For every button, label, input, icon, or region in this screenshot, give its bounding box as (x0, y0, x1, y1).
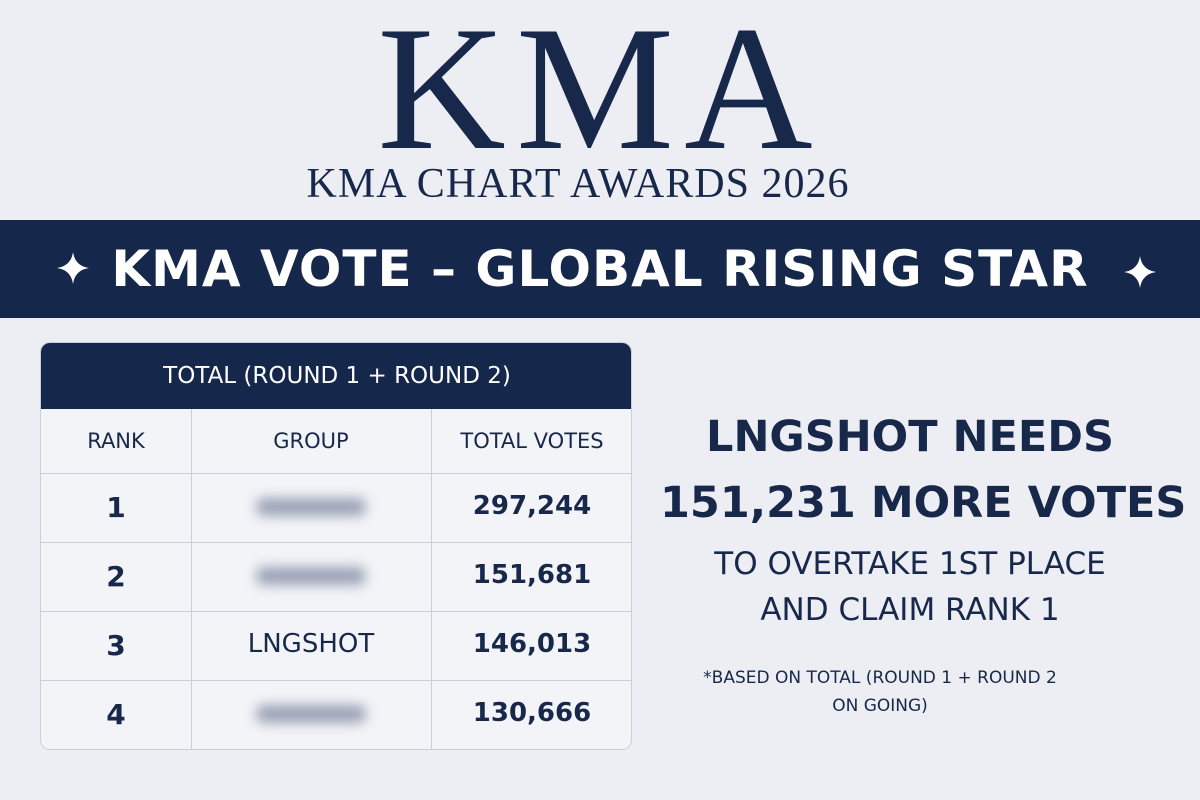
star-icon (1124, 256, 1156, 288)
rank: 4 (106, 698, 126, 731)
message-line: AND CLAIM RANK 1 (760, 592, 1060, 628)
vote-count: 151,681 (472, 560, 592, 590)
row-divider (41, 680, 631, 681)
blurred-name (256, 705, 366, 723)
footnote: ON GOING) (832, 696, 928, 716)
message-line: 151,231 MORE VOTES (660, 478, 1187, 528)
column-header: RANK (87, 429, 145, 453)
rank: 1 (106, 491, 126, 524)
column-divider (191, 409, 192, 749)
banner-title: KMA VOTE – GLOBAL RISING STAR (111, 240, 1089, 298)
rank: 2 (106, 560, 126, 593)
subtitle: KMA CHART AWARDS 2026 (306, 161, 850, 207)
table-title: TOTAL (ROUND 1 + ROUND 2) (163, 363, 511, 389)
footnote: *BASED ON TOTAL (ROUND 1 + ROUND 2 (703, 668, 1057, 688)
vote-count: 297,244 (472, 491, 592, 521)
logo: KMA (377, 0, 823, 187)
rank: 3 (106, 629, 126, 662)
vote-table: TOTAL (ROUND 1 + ROUND 2) RANK GROUP TOTAL… (40, 342, 632, 750)
star-icon (57, 252, 89, 284)
blurred-name (256, 498, 366, 516)
vote-count: 130,666 (472, 698, 592, 728)
row-divider (41, 542, 631, 543)
message-line: TO OVERTAKE 1ST PLACE (714, 546, 1106, 582)
vote-count: 146,013 (472, 629, 592, 659)
banner-band (0, 220, 1200, 318)
column-header: GROUP (273, 429, 349, 453)
blurred-name (256, 567, 366, 585)
table-header (41, 343, 631, 409)
message-line: LNGSHOT NEEDS (706, 412, 1114, 462)
column-divider (431, 409, 432, 749)
group-name: LNGSHOT (247, 629, 375, 659)
column-header: TOTAL VOTES (460, 429, 604, 453)
row-divider (41, 473, 631, 474)
row-divider (41, 611, 631, 612)
